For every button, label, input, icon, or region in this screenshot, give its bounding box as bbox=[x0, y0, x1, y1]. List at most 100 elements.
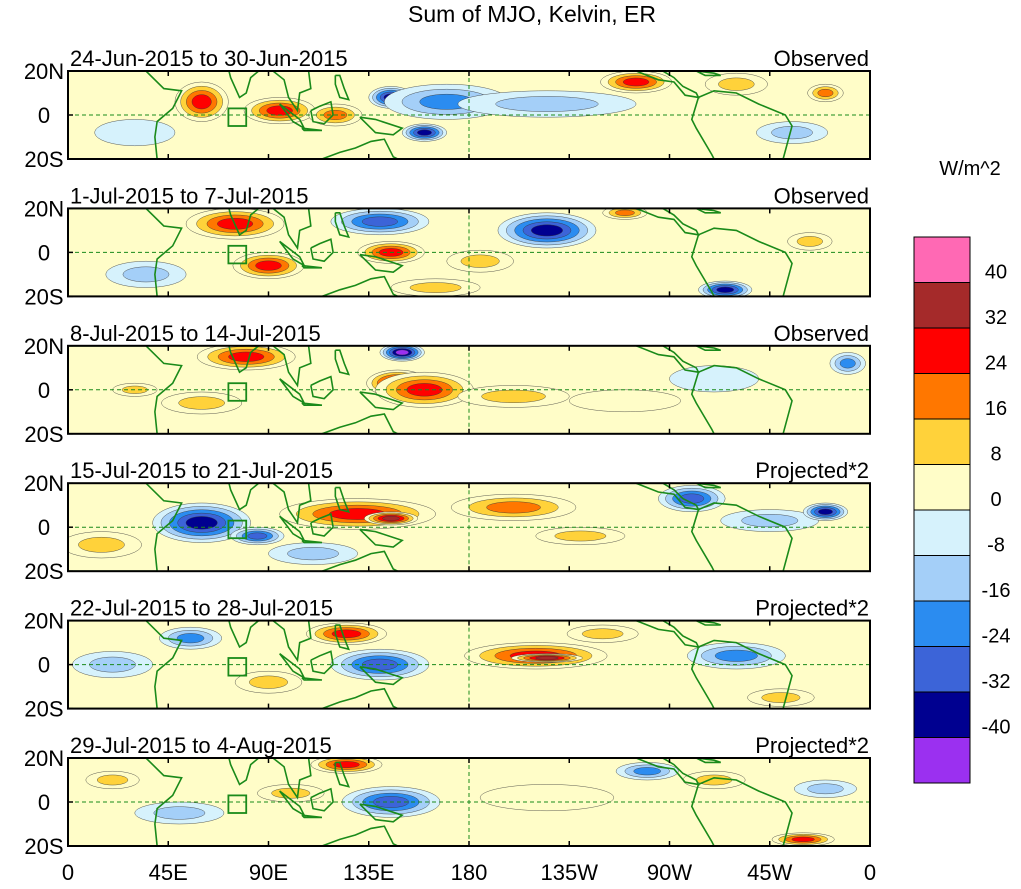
coastlines bbox=[68, 620, 793, 709]
anomaly-contour bbox=[271, 787, 311, 799]
coastline bbox=[690, 97, 715, 159]
coastline bbox=[698, 89, 793, 159]
coastline bbox=[334, 74, 351, 101]
colorbar-swatch bbox=[913, 555, 971, 602]
anomaly-contour bbox=[714, 649, 758, 662]
anomaly-field bbox=[105, 208, 833, 297]
coastline bbox=[272, 758, 312, 800]
anomaly-contour bbox=[417, 129, 432, 136]
anomaly-contour bbox=[817, 88, 834, 98]
anomaly-contour bbox=[122, 266, 170, 283]
anomaly-contour bbox=[460, 254, 500, 268]
anomaly-contour bbox=[287, 547, 339, 561]
panel-kind-label: Observed bbox=[774, 183, 869, 208]
coastline bbox=[321, 413, 399, 434]
panel: 20N 0 20S 22-Jul-2015 to 28-Jul-2015 Project… bbox=[24, 596, 871, 722]
coastline bbox=[695, 208, 721, 214]
anomaly-contour bbox=[761, 692, 801, 703]
region-box bbox=[227, 519, 248, 540]
coastline bbox=[145, 208, 265, 236]
coastline bbox=[145, 758, 265, 786]
y-tick-label: 20N bbox=[24, 746, 64, 771]
region-box bbox=[227, 657, 248, 677]
panel: 20N 0 20S 8-Jul-2015 to 14-Jul-2015 Observed bbox=[24, 321, 871, 447]
anomaly-contour bbox=[185, 516, 218, 530]
panel: 20N 0 20S 15-Jul-2015 to 21-Jul-2015 Project… bbox=[24, 458, 871, 584]
coastlines bbox=[68, 483, 793, 572]
coastline bbox=[698, 502, 793, 572]
y-tick-label: 20S bbox=[24, 834, 63, 859]
coastline bbox=[272, 208, 312, 251]
colorbar-swatch bbox=[913, 646, 971, 693]
coastline bbox=[68, 208, 183, 297]
coastline bbox=[301, 127, 323, 132]
coastline bbox=[334, 212, 351, 239]
anomaly-contour bbox=[331, 629, 362, 638]
anomaly-contour bbox=[255, 260, 282, 271]
coastline bbox=[690, 646, 715, 709]
coastline bbox=[272, 483, 312, 526]
coastline bbox=[310, 100, 334, 125]
x-tick-label: 0 bbox=[864, 860, 876, 885]
coastline bbox=[690, 371, 715, 434]
anomaly-contour bbox=[818, 508, 833, 515]
colorbar-swatch bbox=[913, 236, 971, 283]
anomaly-contour bbox=[247, 532, 268, 540]
coastline bbox=[334, 624, 351, 651]
y-tick-label: 0 bbox=[38, 790, 50, 815]
coastline bbox=[690, 509, 715, 572]
coastline bbox=[698, 776, 793, 846]
coastline bbox=[698, 639, 793, 709]
coastline bbox=[310, 512, 334, 537]
colorbar-swatch bbox=[913, 737, 971, 784]
coastline bbox=[301, 539, 323, 544]
anomaly-field bbox=[72, 622, 815, 707]
coastline bbox=[695, 71, 721, 77]
coastlines bbox=[68, 758, 793, 846]
panel-kind-label: Observed bbox=[774, 46, 869, 71]
y-tick-label: 20S bbox=[24, 422, 63, 447]
anomaly-contour bbox=[409, 282, 462, 293]
coastline bbox=[695, 345, 721, 352]
anomaly-field bbox=[68, 485, 848, 565]
coastline bbox=[334, 486, 351, 513]
y-tick-label: 20S bbox=[24, 284, 63, 309]
coastline bbox=[334, 349, 351, 376]
coastline bbox=[145, 483, 265, 511]
panel-period-label: 29-Jul-2015 to 4-Aug-2015 bbox=[70, 733, 332, 758]
panel-period-label: 22-Jul-2015 to 28-Jul-2015 bbox=[70, 596, 333, 621]
anomaly-contour bbox=[718, 77, 755, 91]
coastlines bbox=[68, 345, 793, 434]
anomaly-contour bbox=[486, 501, 541, 514]
x-tick-label: 0 bbox=[62, 860, 74, 885]
colorbar-tick-label: 8 bbox=[990, 444, 1001, 466]
anomaly-contour bbox=[535, 656, 559, 660]
anomaly-contour bbox=[554, 530, 607, 542]
coastline bbox=[695, 620, 721, 626]
anomaly-contour bbox=[178, 396, 225, 410]
x-tick-label: 45W bbox=[747, 860, 792, 885]
anomaly-contour bbox=[716, 286, 734, 293]
panel-period-label: 15-Jul-2015 to 21-Jul-2015 bbox=[70, 458, 333, 483]
y-tick-label: 20N bbox=[24, 609, 64, 634]
panel-kind-label: Projected*2 bbox=[755, 733, 869, 758]
colorbar-tick-label: -8 bbox=[987, 535, 1005, 557]
y-tick-label: 0 bbox=[38, 378, 50, 403]
coastline bbox=[68, 620, 183, 709]
colorbar-swatch bbox=[913, 282, 971, 329]
anomaly-contour bbox=[622, 77, 650, 87]
x-axis: 0 45E 90E 135E 180 135W 90W 45W 0 bbox=[62, 860, 876, 885]
anomaly-contour bbox=[531, 224, 563, 237]
anomaly-contour bbox=[581, 628, 624, 640]
anomaly-contour bbox=[569, 389, 681, 412]
coastline bbox=[272, 620, 312, 663]
coastline bbox=[690, 234, 715, 297]
region-box bbox=[227, 382, 248, 402]
coastline bbox=[359, 391, 404, 411]
panel-period-label: 24-Jun-2015 to 30-Jun-2015 bbox=[70, 46, 348, 71]
coastline bbox=[68, 71, 183, 159]
anomaly-contour bbox=[633, 767, 661, 776]
colorbar-tick-label: 24 bbox=[985, 353, 1007, 375]
anomaly-field bbox=[112, 345, 866, 415]
coastline bbox=[321, 138, 399, 159]
